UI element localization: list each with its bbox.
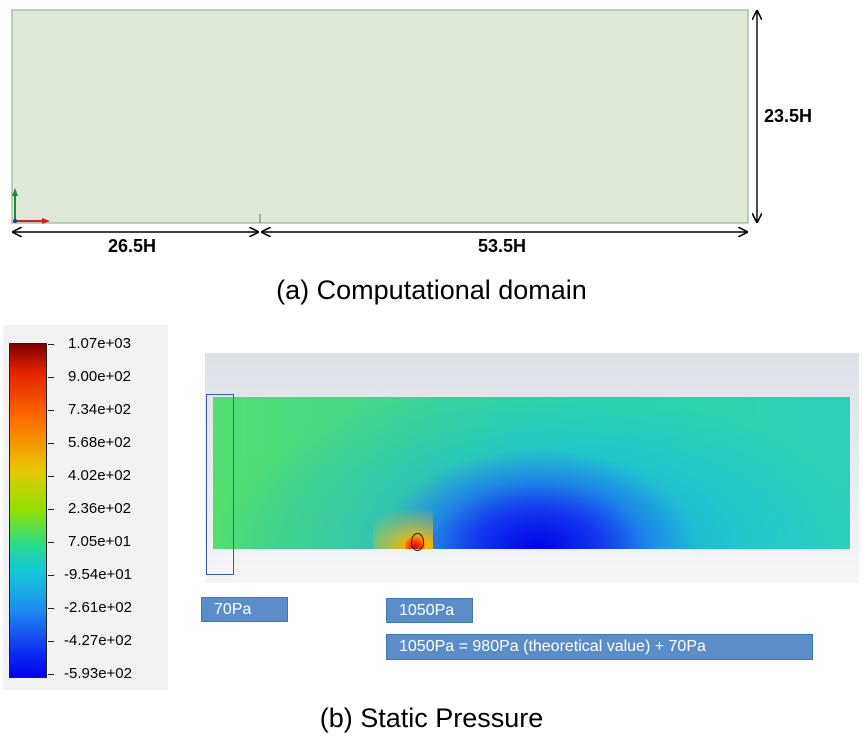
inlet-pressure-tag: 70Pa <box>201 597 288 622</box>
colorbar-tick-label: 9.00e+02 <box>68 368 131 385</box>
colorbar-tick-mark <box>48 674 54 675</box>
pressure-equation-tag: 1050Pa = 980Pa (theoretical value) + 70P… <box>386 634 813 660</box>
colorbar-tick-mark <box>48 410 54 411</box>
colorbar-tick-label: -5.93e+02 <box>64 665 132 682</box>
inlet-region-outline <box>206 394 234 575</box>
colorbar-tick-mark <box>48 344 54 345</box>
colorbar-gradient <box>9 343 47 678</box>
height-label: 23.5H <box>764 106 813 126</box>
colorbar-tick-mark <box>48 575 54 576</box>
colorbar-tick-label: -2.61e+02 <box>64 599 132 616</box>
colorbar-tick-mark <box>48 377 54 378</box>
colorbar-tick-mark <box>48 443 54 444</box>
domain-diagram <box>11 9 863 290</box>
axis-triad-icon <box>12 188 50 224</box>
colorbar-tick-mark <box>48 542 54 543</box>
colorbar-tick-label: 4.02e+02 <box>68 467 131 484</box>
caption-b: (b) Static Pressure <box>319 703 544 733</box>
colorbar-tick-label: -4.27e+02 <box>64 632 132 649</box>
caption-a: (a) Computational domain <box>276 275 587 305</box>
colorbar-tick-label: 5.68e+02 <box>68 434 131 451</box>
colorbar-tick-label: -9.54e+01 <box>64 566 132 583</box>
pressure-contour-field <box>213 397 850 549</box>
colorbar-tick-label: 1.07e+03 <box>68 335 131 352</box>
domain-rectangle <box>11 9 749 224</box>
colorbar-tick-mark <box>48 476 54 477</box>
colorbar-tick-mark <box>48 641 54 642</box>
stagnation-pressure-tag: 1050Pa <box>386 598 473 623</box>
colorbar-tick-label: 2.36e+02 <box>68 500 131 517</box>
cylinder-outline <box>411 533 424 551</box>
left-length-label: 26.5H <box>108 236 157 256</box>
right-length-label: 53.5H <box>478 236 527 256</box>
colorbar-tick-mark <box>48 608 54 609</box>
colorbar-tick-label: 7.05e+01 <box>68 533 131 550</box>
colorbar-tick-mark <box>48 509 54 510</box>
colorbar-tick-label: 7.34e+02 <box>68 401 131 418</box>
